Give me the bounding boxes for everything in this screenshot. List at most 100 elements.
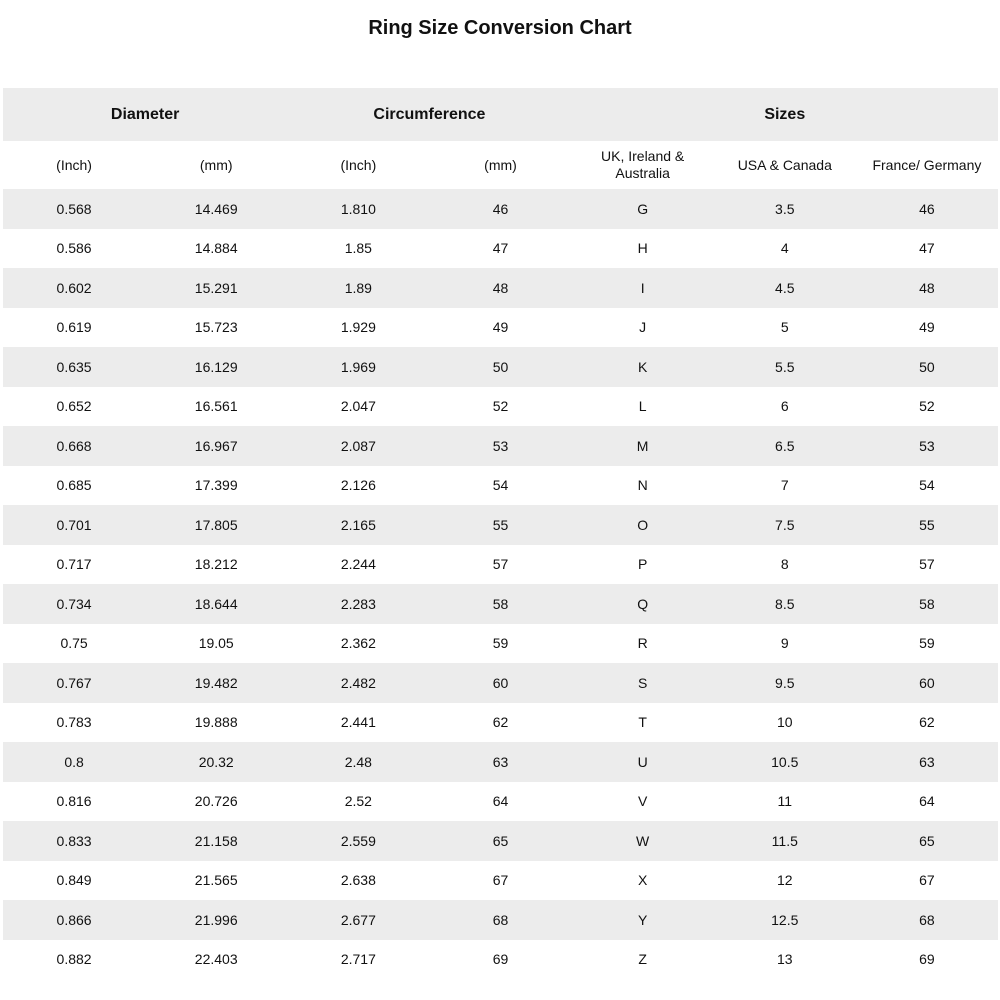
cell-diameter-inch: 0.816 (56, 793, 92, 810)
cell-circumference-inch: 1.85 (344, 240, 372, 257)
cell-us-size: 8 (780, 556, 789, 573)
cell-eu-size: 68 (855, 900, 998, 940)
cell-eu-size: 48 (855, 268, 998, 308)
table-row: 0.568 14.469 1.810 46 G 3.5 46 (3, 189, 998, 229)
subheader-france-germany: France/ Germany (855, 141, 998, 189)
group-header-row: Diameter Circumference Sizes (3, 88, 998, 141)
cell-us-size: 10 (776, 714, 793, 731)
cell-us-size: 6 (780, 398, 789, 415)
cell-diameter-inch: 0.652 (56, 398, 92, 415)
cell-uk-size: Q (571, 584, 714, 624)
cell-circumference-mm: 55 (429, 505, 572, 545)
cell-diameter-mm: 17.399 (194, 477, 238, 494)
cell-circumference-mm: 52 (492, 398, 509, 415)
cell-eu-size: 46 (855, 189, 998, 229)
cell-diameter-inch: 0.833 (3, 821, 146, 861)
cell-circumference-mm: 54 (492, 477, 509, 494)
page-title: Ring Size Conversion Chart (368, 17, 632, 39)
table-row: 0.635 16.129 1.969 50 K 5.5 50 (3, 347, 998, 387)
cell-uk-size: Y (571, 900, 714, 940)
cell-diameter-inch: 0.602 (3, 268, 146, 308)
cell-eu-size: 64 (919, 793, 935, 810)
cell-eu-size: 54 (919, 477, 935, 494)
cell-diameter-mm: 15.291 (145, 268, 288, 308)
cell-circumference-inch: 2.126 (340, 477, 376, 494)
cell-eu-size: 49 (919, 319, 935, 336)
cell-circumference-inch: 2.244 (340, 556, 376, 573)
cell-eu-size: 69 (919, 951, 935, 968)
cell-diameter-mm: 16.129 (145, 347, 288, 387)
cell-diameter-inch: 0.685 (56, 477, 92, 494)
table-row: 0.602 15.291 1.89 48 I 4.5 48 (3, 268, 998, 308)
cell-uk-size: O (571, 505, 714, 545)
cell-us-size: 11 (777, 793, 793, 810)
cell-diameter-mm: 19.888 (194, 714, 238, 731)
subheader-circumference-mm: (mm) (429, 141, 572, 189)
cell-diameter-inch: 0.75 (60, 635, 88, 652)
cell-circumference-mm: 60 (429, 663, 572, 703)
subheader-uk-ireland-australia: UK, Ireland & Australia (571, 141, 714, 189)
table-row: 0.833 21.158 2.559 65 W 11.5 65 (3, 821, 998, 861)
cell-circumference-mm: 53 (429, 426, 572, 466)
cell-diameter-mm: 15.723 (194, 319, 238, 336)
table-row: 0.734 18.644 2.283 58 Q 8.5 58 (3, 584, 998, 624)
cell-diameter-mm: 18.212 (194, 556, 238, 573)
cell-us-size: 7.5 (713, 505, 856, 545)
cell-circumference-inch: 2.717 (340, 951, 376, 968)
cell-uk-size: J (639, 319, 647, 336)
sub-header-row: (Inch) (mm) (Inch) (mm) UK, Ireland & Au… (3, 141, 998, 189)
cell-uk-size: M (571, 426, 714, 466)
cell-circumference-mm: 50 (429, 347, 572, 387)
cell-diameter-inch: 0.866 (3, 900, 146, 940)
cell-circumference-inch: 1.929 (340, 319, 376, 336)
cell-circumference-inch: 2.559 (287, 821, 430, 861)
cell-diameter-mm: 20.32 (145, 742, 288, 782)
cell-circumference-inch: 2.638 (340, 872, 376, 889)
cell-circumference-inch: 2.283 (287, 584, 430, 624)
cell-diameter-inch: 0.849 (56, 872, 92, 889)
cell-us-size: 13 (776, 951, 793, 968)
cell-eu-size: 53 (855, 426, 998, 466)
cell-eu-size: 50 (855, 347, 998, 387)
cell-diameter-mm: 21.158 (145, 821, 288, 861)
cell-circumference-inch: 1.810 (287, 189, 430, 229)
cell-us-size: 6.5 (713, 426, 856, 466)
cell-circumference-mm: 49 (492, 319, 509, 336)
cell-diameter-inch: 0.619 (56, 319, 92, 336)
table-row: 0.849 21.565 2.638 67 X 12 67 (3, 861, 998, 901)
cell-circumference-inch: 1.89 (287, 268, 430, 308)
ring-size-table: Diameter Circumference Sizes (Inch) (mm)… (3, 88, 998, 979)
cell-diameter-mm: 20.726 (194, 793, 238, 810)
cell-us-size: 5 (780, 319, 789, 336)
cell-eu-size: 62 (919, 714, 935, 731)
cell-circumference-inch: 1.969 (287, 347, 430, 387)
subheader-diameter-inch: (Inch) (3, 141, 146, 189)
cell-us-size: 4 (780, 240, 789, 257)
table-row: 0.75 19.05 2.362 59 R 9 59 (3, 624, 998, 664)
cell-uk-size: H (637, 240, 648, 257)
table-row: 0.882 22.403 2.717 69 Z 13 69 (3, 940, 998, 980)
cell-uk-size: I (571, 268, 714, 308)
cell-diameter-inch: 0.586 (56, 240, 92, 257)
header-sizes: Sizes (571, 88, 998, 141)
table-row: 0.8 20.32 2.48 63 U 10.5 63 (3, 742, 998, 782)
cell-circumference-mm: 47 (492, 240, 509, 257)
cell-uk-size: N (637, 477, 648, 494)
cell-eu-size: 57 (919, 556, 935, 573)
cell-uk-size: Z (638, 951, 647, 968)
cell-us-size: 12.5 (713, 900, 856, 940)
cell-diameter-mm: 19.05 (198, 635, 234, 652)
cell-eu-size: 59 (919, 635, 935, 652)
cell-us-size: 12 (776, 872, 793, 889)
cell-eu-size: 63 (855, 742, 998, 782)
cell-diameter-mm: 19.482 (145, 663, 288, 703)
cell-diameter-mm: 21.565 (194, 872, 238, 889)
table-row: 0.717 18.212 2.244 57 P 8 57 (3, 545, 998, 585)
cell-diameter-inch: 0.783 (56, 714, 92, 731)
cell-circumference-inch: 2.362 (340, 635, 376, 652)
cell-circumference-mm: 59 (492, 635, 509, 652)
cell-diameter-mm: 22.403 (194, 951, 238, 968)
cell-uk-size: T (638, 714, 647, 731)
cell-uk-size: P (637, 556, 648, 573)
cell-circumference-mm: 69 (492, 951, 509, 968)
